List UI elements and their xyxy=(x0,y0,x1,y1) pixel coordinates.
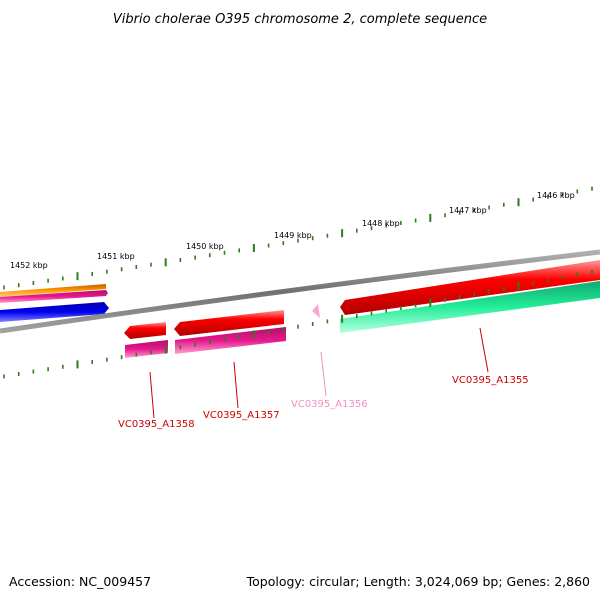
gene-label-VC0395_A1357: VC0395_A1357 xyxy=(203,410,280,421)
genome-backbone xyxy=(0,249,600,334)
middle-strand-features xyxy=(124,310,286,358)
topology-summary: Topology: circular; Length: 3,024,069 bp… xyxy=(246,574,590,589)
gene-block-VC0395_A1358 xyxy=(124,322,166,339)
green-feature xyxy=(340,281,600,333)
blue-feature xyxy=(0,302,109,322)
gene-label-VC0395_A1355: VC0395_A1355 xyxy=(452,375,529,386)
scale-label-1447: 1447 kbp xyxy=(449,206,487,215)
gene-block-VC0395_A1357-pink xyxy=(175,327,286,354)
gene-block-VC0395_A1356 xyxy=(312,304,320,318)
map-title: Vibrio cholerae O395 chromosome 2, compl… xyxy=(113,12,487,27)
gene-block-VC0395_A1355 xyxy=(340,260,600,315)
scale-labels: 1452 kbp 1451 kbp 1450 kbp 1449 kbp 1448… xyxy=(10,191,575,270)
scale-label-1449: 1449 kbp xyxy=(274,231,312,240)
orange-feature xyxy=(0,284,106,297)
leader-VC0395_A1357 xyxy=(233,361,239,409)
scale-label-1450: 1450 kbp xyxy=(186,242,224,251)
gene-label-VC0395_A1358: VC0395_A1358 xyxy=(118,419,195,430)
right-strand-features xyxy=(312,260,600,333)
scale-label-1452: 1452 kbp xyxy=(10,261,48,270)
accession-text: Accession: NC_009457 xyxy=(9,574,152,589)
scale-label-1448: 1448 kbp xyxy=(362,219,400,228)
label-leader-lines xyxy=(149,327,489,419)
gene-label-VC0395_A1356: VC0395_A1356 xyxy=(291,399,368,410)
pink-feature-upper xyxy=(0,290,108,303)
outer-scale-ticks xyxy=(3,186,593,290)
forward-strand-features xyxy=(0,284,109,322)
scale-label-1451: 1451 kbp xyxy=(97,252,135,261)
leader-VC0395_A1358 xyxy=(149,371,155,419)
gene-block-VC0395_A1358-pink xyxy=(125,340,168,358)
scale-label-1446: 1446 kbp xyxy=(537,191,575,200)
leader-VC0395_A1356 xyxy=(320,351,327,397)
gene-block-VC0395_A1357 xyxy=(174,310,284,336)
gene-labels: VC0395_A1358 VC0395_A1357 VC0395_A1356 V… xyxy=(118,375,529,430)
leader-VC0395_A1355 xyxy=(479,327,489,373)
inner-scale-ticks xyxy=(3,269,593,379)
